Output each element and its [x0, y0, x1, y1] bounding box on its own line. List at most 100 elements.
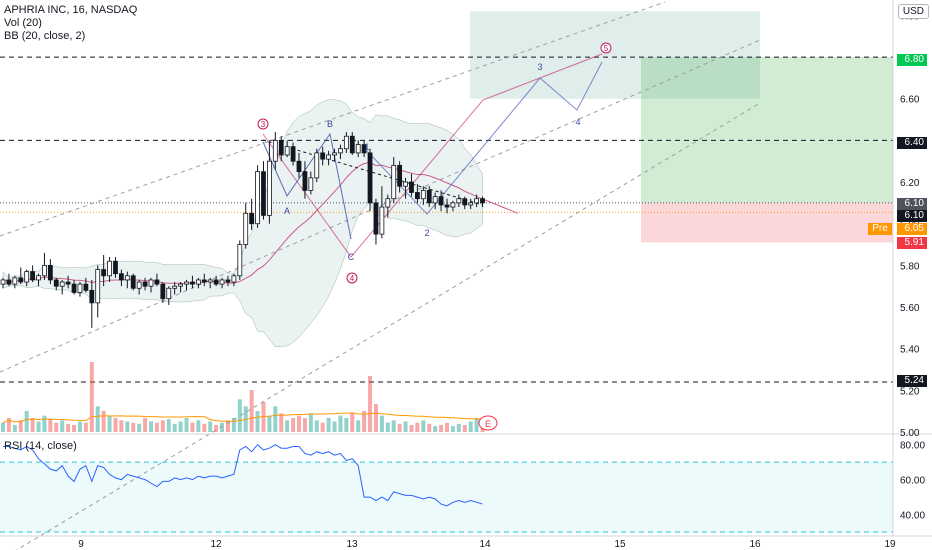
candle-body [355, 144, 361, 154]
volume-bar [89, 362, 94, 432]
volume-bar [208, 421, 213, 432]
bollinger-basis-line [2, 161, 483, 284]
candle-body [113, 260, 118, 275]
candle-body [71, 283, 77, 293]
volume-bar [18, 420, 23, 432]
candle-body [420, 189, 426, 200]
rsi-indicator-label[interactable]: RSI (14, close) [4, 440, 77, 452]
candle-body [361, 144, 367, 154]
time-tick-label: 12 [210, 539, 222, 550]
volume-bar [172, 423, 177, 432]
candle-body [59, 281, 65, 287]
volume-bar [42, 415, 47, 432]
volume-bar [83, 422, 88, 432]
pre-market-tag: Pre [868, 223, 892, 235]
volume-indicator-label[interactable]: Vol (20) [4, 17, 42, 29]
volume-bar [391, 420, 396, 432]
volume-bar [131, 422, 136, 432]
candle-body [65, 281, 71, 285]
position-stop-zone [641, 202, 893, 243]
price-badge: 6.80 [897, 54, 927, 66]
rsi-line [3, 444, 483, 507]
price-badge: 5.91 [897, 237, 927, 249]
volume-bar [403, 421, 408, 432]
candle-body [130, 275, 136, 289]
candle-body [213, 279, 219, 285]
candle-body [184, 281, 189, 285]
bollinger-indicator-label[interactable]: BB (20, close, 2) [4, 30, 86, 42]
impulse-wave-path [366, 61, 603, 215]
channel-line-2 [15, 102, 761, 550]
volume-bar [320, 422, 325, 432]
candle-body [207, 279, 213, 283]
volume-bar [397, 423, 402, 432]
candle-body [42, 264, 47, 277]
candle-body [107, 260, 112, 277]
volume-bar [450, 426, 455, 432]
volume-bar [66, 423, 71, 432]
volume-bar [409, 425, 414, 432]
candle-body [379, 206, 385, 235]
candle-body [290, 146, 296, 162]
candle-body [343, 135, 349, 150]
volume-bar [291, 418, 296, 432]
volume-bar [338, 415, 343, 432]
volume-bar [255, 411, 260, 432]
volume-bar [379, 415, 384, 432]
price-tick-label: 6.20 [900, 178, 920, 189]
volume-bar [350, 413, 355, 432]
volume-bar [125, 421, 130, 432]
candle-body [95, 269, 101, 304]
volume-bar [332, 421, 337, 432]
volume-bar [160, 420, 165, 432]
volume-bar [190, 422, 195, 432]
time-tick-label: 19 [884, 539, 896, 550]
candle-body [178, 283, 184, 287]
candle-body [391, 164, 397, 200]
volume-bar [107, 415, 112, 432]
volume-bar [439, 425, 444, 432]
wave-label-number: 1 [364, 142, 369, 152]
wave-label-circled: 4 [350, 274, 355, 283]
volume-bar [249, 390, 254, 432]
candle-body [136, 281, 142, 289]
volume-bar [184, 418, 189, 432]
volume-bar [362, 411, 367, 432]
wave-label-circled: 5 [604, 44, 609, 53]
volume-bar [237, 399, 242, 432]
bollinger-projection [482, 198, 519, 214]
volume-bar [30, 418, 35, 432]
volume-bar [225, 420, 230, 432]
wave-circle-1 [346, 272, 358, 284]
volume-bar [60, 420, 65, 432]
volume-bar [214, 425, 219, 432]
volume-bar [149, 421, 153, 432]
volume-bar [143, 418, 148, 432]
wave-circle-2 [600, 42, 612, 54]
volume-ma-line [2, 412, 483, 424]
candle-body [89, 289, 95, 304]
volume-bar [220, 422, 225, 432]
price-tick-label: 5.60 [900, 303, 920, 314]
candle-body [462, 198, 468, 206]
volume-bar [154, 422, 159, 432]
currency-button[interactable]: USD [897, 4, 929, 19]
rsi-tick-label: 60.00 [900, 476, 925, 487]
price-tick-label: 5.20 [900, 386, 920, 397]
candle-body [142, 281, 148, 287]
volume-bar [54, 422, 59, 432]
candle-body [53, 279, 59, 287]
candle-body [432, 196, 438, 204]
wave-label-letter: C [348, 252, 355, 262]
candle-body [450, 202, 456, 208]
candle-body [243, 212, 249, 245]
time-tick-label: 9 [78, 539, 84, 550]
candle-body [190, 281, 195, 285]
wave-connector-line [262, 139, 484, 206]
volume-bar [297, 415, 301, 432]
channel-line-1 [0, 39, 761, 373]
volume-bar [445, 422, 449, 432]
candle-body [338, 148, 343, 154]
